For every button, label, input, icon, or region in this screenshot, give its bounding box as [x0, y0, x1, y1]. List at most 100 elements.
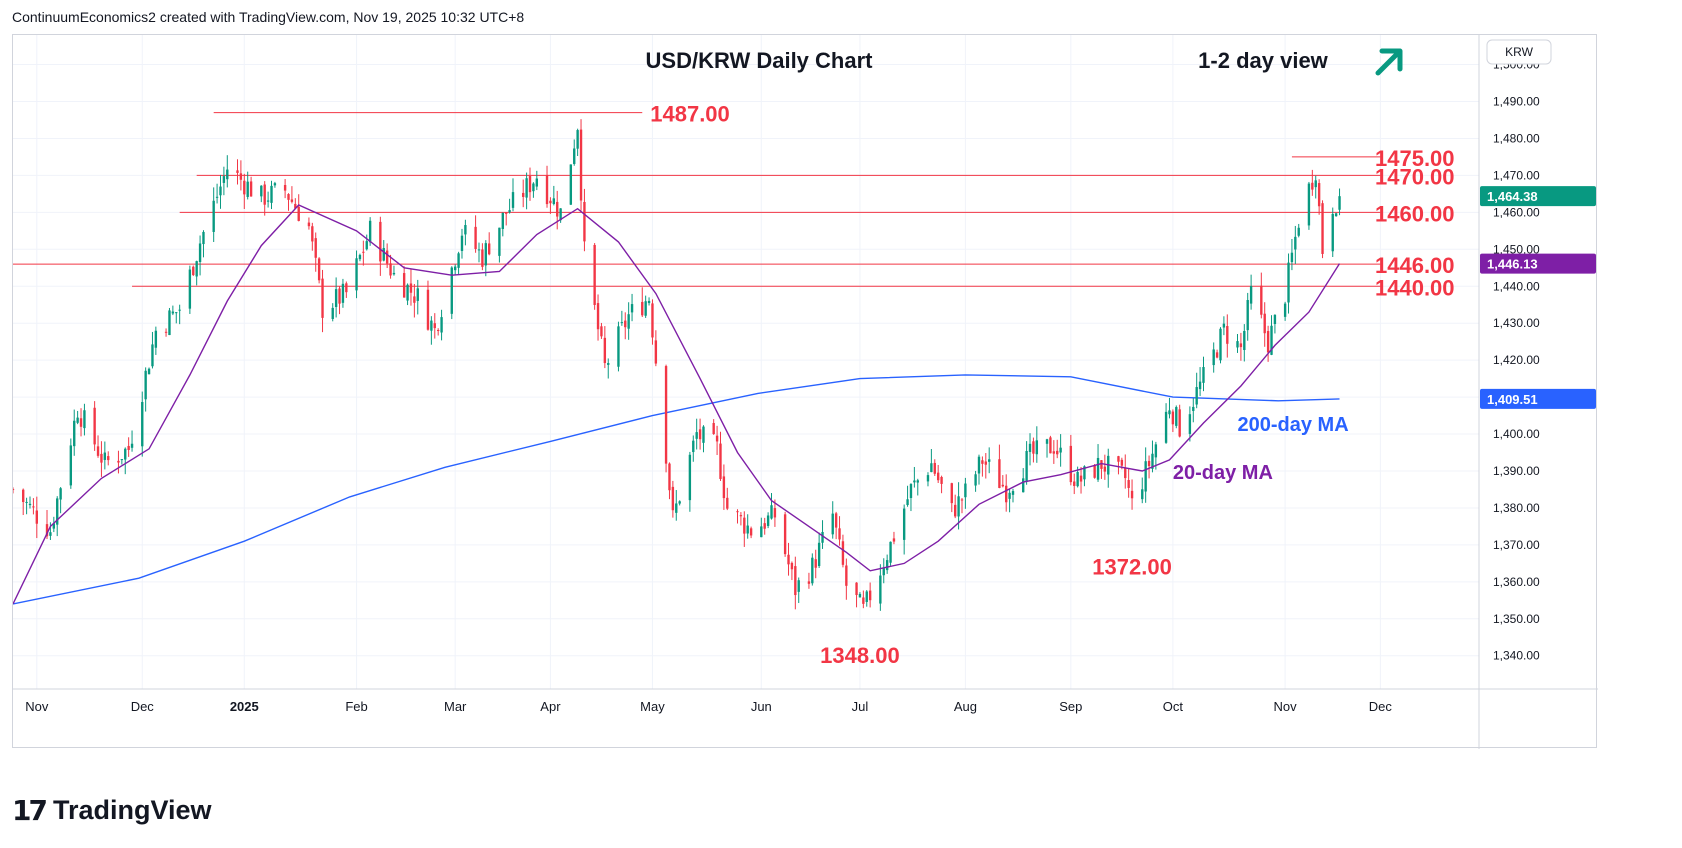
candle-body	[474, 226, 477, 249]
candle-body	[545, 174, 549, 205]
ma20-path	[13, 204, 1341, 605]
x-tick-label: Dec	[1369, 699, 1393, 714]
candle-body	[1001, 484, 1004, 487]
candle-body	[988, 459, 991, 462]
candle-body	[749, 528, 753, 536]
candle-body	[525, 178, 528, 198]
candle-body	[1005, 485, 1008, 503]
candle-body	[147, 368, 151, 375]
candle-body	[198, 243, 202, 263]
candle-body	[1052, 451, 1056, 454]
candle-body	[433, 323, 436, 329]
candle-body	[984, 461, 987, 465]
chart-title: USD/KRW Daily Chart	[646, 48, 874, 73]
candle-body	[532, 183, 535, 192]
candle-body	[930, 463, 933, 473]
y-tick-label: 1,450.00	[1493, 242, 1540, 256]
candle-body	[1263, 313, 1266, 334]
candle-body	[1073, 481, 1076, 486]
x-tick-label: Nov	[1274, 699, 1298, 714]
candle-body	[624, 320, 627, 328]
candle-body	[168, 310, 171, 336]
candle-body	[32, 506, 35, 508]
candle-body	[1331, 213, 1334, 252]
candle-body	[215, 196, 219, 198]
candle-body	[654, 340, 658, 364]
candle-body	[593, 244, 596, 305]
candle-body	[596, 303, 600, 330]
candle-body	[426, 289, 430, 330]
candle-body	[600, 326, 603, 337]
x-tick-label: Apr	[540, 699, 561, 714]
candle-body	[453, 266, 457, 271]
candle-body	[1307, 183, 1311, 226]
tradingview-logo-icon: 17	[12, 793, 48, 827]
candle-body	[957, 496, 960, 517]
candle-body	[821, 531, 824, 543]
candle-body	[712, 423, 715, 435]
candle-body	[790, 562, 794, 570]
candle-body	[76, 417, 79, 423]
candle-body	[678, 501, 681, 504]
candle-body	[413, 296, 416, 303]
candle-body	[365, 241, 368, 250]
tradingview-logo[interactable]: 17 TradingView	[12, 793, 212, 827]
ma200-line	[13, 374, 1340, 605]
candle-body	[294, 203, 297, 209]
candle-body	[1246, 300, 1249, 331]
candle-body	[773, 508, 777, 518]
candle-body	[811, 557, 814, 584]
candle-body	[998, 459, 1001, 488]
candle-body	[817, 542, 821, 567]
candle-body	[379, 221, 382, 262]
candle-body	[263, 184, 266, 205]
candle-body	[794, 566, 797, 596]
candle-body	[287, 194, 290, 200]
y-tick-label: 1,350.00	[1493, 612, 1540, 626]
currency-label: KRW	[1505, 45, 1533, 59]
candle-body	[79, 418, 83, 427]
candle-body	[702, 426, 705, 443]
candle-body	[73, 420, 76, 447]
candle-body	[620, 322, 624, 324]
candle-body	[766, 515, 770, 526]
candle-body	[1243, 330, 1246, 351]
ma200-label: 200-day MA	[1238, 414, 1349, 436]
candle-body	[283, 185, 287, 191]
candle-body	[787, 554, 790, 565]
ma20-line	[13, 204, 1341, 605]
x-tick-label: Jun	[751, 699, 772, 714]
candle-body	[249, 181, 253, 197]
level-label: 1446.00	[1375, 253, 1455, 278]
candle-body	[511, 192, 515, 208]
candle-body	[59, 488, 62, 500]
candle-body	[385, 250, 389, 264]
candle-body	[1049, 437, 1052, 454]
candle-body	[331, 307, 334, 319]
x-tick-label: Feb	[345, 699, 367, 714]
candle-body	[1321, 203, 1324, 254]
candle-body	[1141, 489, 1144, 500]
x-tick-label: Jul	[852, 699, 869, 714]
candle-body	[715, 435, 719, 442]
candle-body	[698, 429, 702, 440]
candle-body	[641, 301, 644, 316]
candle-body	[807, 581, 811, 584]
tradingview-logo-text: TradingView	[52, 794, 212, 825]
candle-body	[436, 330, 440, 332]
candle-body	[559, 208, 562, 221]
candle-body	[22, 489, 25, 503]
candle-body	[488, 243, 491, 255]
ma200-price-tag: 1,409.51	[1487, 392, 1538, 407]
candle-body	[226, 169, 229, 180]
price-chart[interactable]: USD/KRW Daily Chart 1-2 day view 1487.00 14…	[13, 35, 1598, 749]
candle-body	[926, 475, 930, 482]
ma20-price-tag: 1,446.13	[1487, 257, 1538, 272]
candle-body	[406, 284, 409, 301]
candle-body	[671, 486, 675, 511]
candle-body	[1171, 411, 1175, 425]
candle-body	[290, 199, 294, 202]
candle-body	[906, 499, 909, 506]
candle-body	[297, 206, 300, 221]
point-label: 1348.00	[820, 643, 900, 668]
